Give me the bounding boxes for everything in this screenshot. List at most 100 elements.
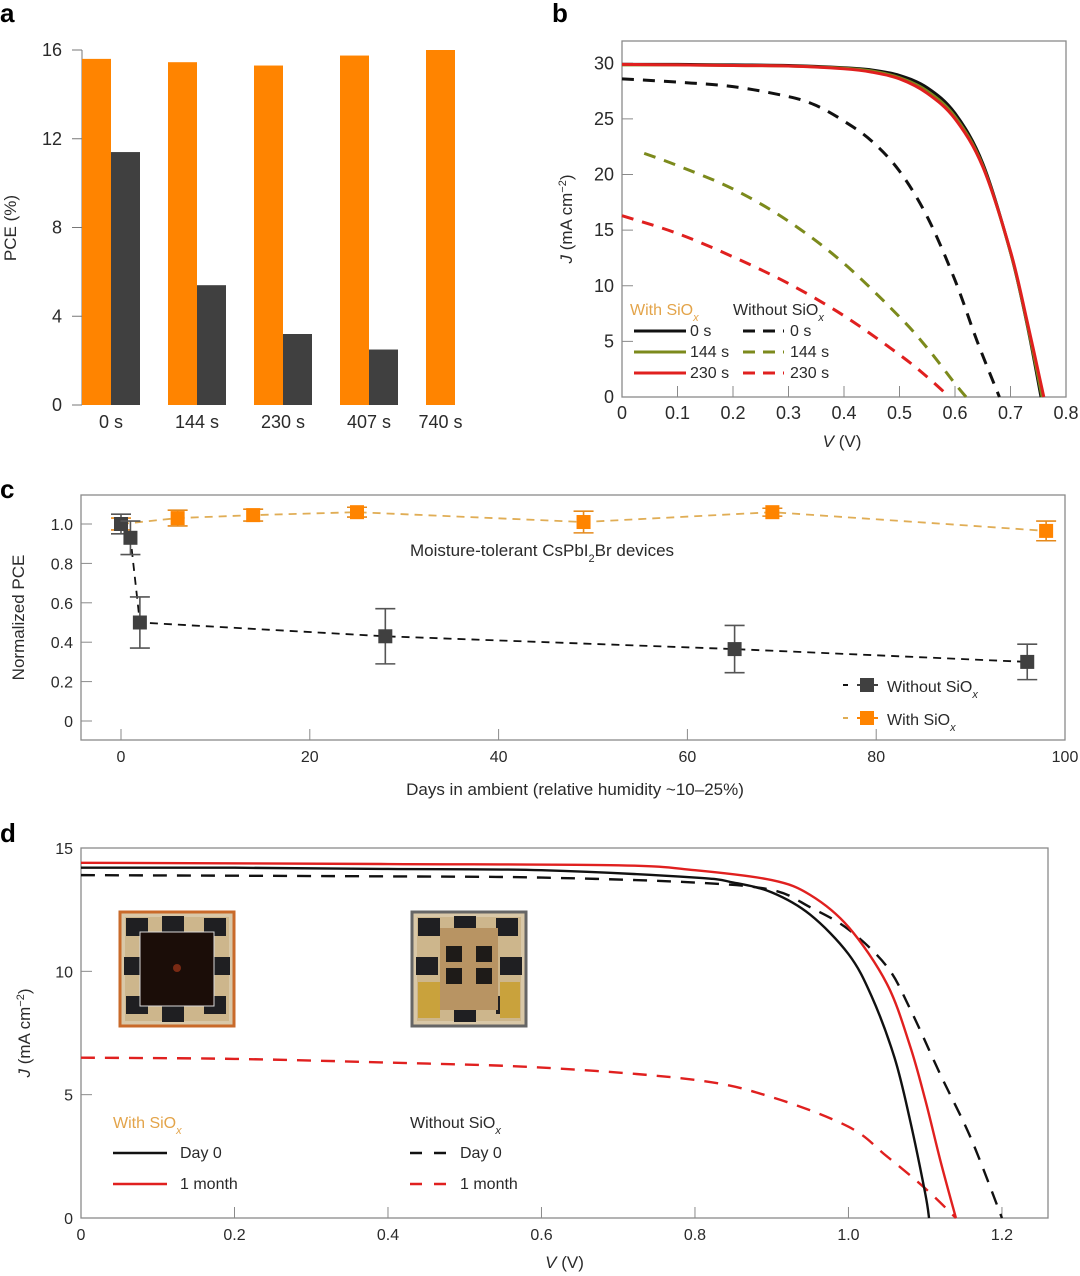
- x-tick-label: 230 s: [261, 412, 305, 432]
- bar-without-siox: [197, 285, 226, 405]
- data-point-with-siox: [170, 511, 185, 526]
- legend-title-sub: x: [817, 312, 824, 324]
- y-axis-title: J (mA cm−2): [557, 174, 576, 264]
- y-axis-title-sup: −2: [15, 994, 27, 1007]
- y-tick-label: 10: [594, 276, 614, 296]
- legend-label-text: Without SiO: [887, 679, 972, 696]
- data-point-with-siox: [1039, 523, 1054, 538]
- inset-contact-pad: [418, 918, 440, 936]
- y-tick-label: 15: [594, 220, 614, 240]
- y-axis-title-sup: −2: [557, 180, 569, 193]
- legend-label: 144 s: [690, 344, 729, 361]
- x-tick-label: 0 s: [99, 412, 123, 432]
- inset-cell: [446, 946, 462, 962]
- legend-title-sub: x: [494, 1125, 501, 1137]
- x-tick-label: 0.8: [1053, 403, 1078, 423]
- data-point-with-siox: [246, 508, 261, 523]
- x-axis-title-var: V: [823, 432, 836, 451]
- bar-with-siox: [340, 55, 369, 405]
- data-point-without-siox: [114, 517, 128, 531]
- x-tick-label: 0.4: [377, 1227, 399, 1244]
- legend-label-with-siox: With SiOx: [887, 712, 956, 734]
- legend-title-text: With SiO: [630, 302, 693, 319]
- panel-letter-a: a: [0, 0, 15, 28]
- x-tick-label: 80: [867, 749, 885, 766]
- legend-label: 1 month: [180, 1176, 238, 1193]
- device-photo-without-siox: [410, 910, 528, 1028]
- legend-label-without-siox: Without SiOx: [887, 679, 978, 701]
- bar-without-siox: [369, 349, 398, 405]
- annotation: Moisture-tolerant CsPbI2Br devices: [410, 541, 674, 565]
- y-tick-label: 20: [594, 165, 614, 185]
- x-tick-label: 0.4: [831, 403, 856, 423]
- y-axis-title-unit: (mA cm: [15, 1007, 34, 1069]
- legend-title-text: Without SiO: [410, 1115, 495, 1132]
- legend-marker-without-siox: [860, 678, 874, 692]
- legend-title-sub: x: [692, 312, 699, 324]
- y-tick-label: 5: [604, 331, 614, 351]
- x-tick-label: 100: [1052, 749, 1079, 766]
- x-axis-title-var: V: [545, 1253, 558, 1272]
- x-tick-label: 1.0: [837, 1227, 859, 1244]
- data-point-with-siox: [576, 515, 591, 530]
- x-axis-title-unit: (V): [556, 1253, 583, 1272]
- legend-label: 0 s: [690, 323, 711, 340]
- curve-without-siox-0-s: [621, 77, 1001, 398]
- inset-contact-pad: [416, 957, 438, 975]
- data-point-without-siox: [132, 615, 147, 630]
- x-tick-label: 1.2: [991, 1227, 1013, 1244]
- x-tick-label: 0.2: [720, 403, 745, 423]
- x-tick-label: 20: [301, 749, 319, 766]
- legend-label: 0 s: [790, 323, 811, 340]
- y-tick-label: 0: [64, 714, 73, 731]
- curve-without-siox-144-s: [643, 151, 968, 398]
- y-tick-label: 16: [42, 40, 62, 60]
- legend-title-without-siox: Without SiOx: [733, 302, 824, 324]
- x-tick-label: 0.6: [942, 403, 967, 423]
- y-tick-label: 0.4: [51, 635, 73, 652]
- x-tick-label: 0.5: [887, 403, 912, 423]
- y-tick-label: 30: [594, 53, 614, 73]
- legend-title-text: With SiO: [113, 1115, 176, 1132]
- data-point-without-siox: [378, 629, 393, 644]
- x-tick-label: 740 s: [418, 412, 462, 432]
- legend-label: 230 s: [790, 365, 829, 382]
- inset-cell: [476, 968, 492, 984]
- panel-letter-b: b: [552, 0, 568, 28]
- annotation-main: Moisture-tolerant CsPbI: [410, 541, 589, 560]
- y-axis-title-var: J: [557, 255, 576, 265]
- legend-label: Day 0: [460, 1145, 502, 1162]
- y-tick-label: 0: [64, 1211, 73, 1228]
- panel-a-bar-chart: 0 4 8 12 16 PCE (%) 0 s 144 s 230 s 407 s 740 s: [1, 40, 463, 432]
- y-tick-label: 8: [52, 218, 62, 238]
- x-tick-label: 0.3: [776, 403, 801, 423]
- x-axis-title: V (V): [823, 432, 862, 451]
- legend-marker-with-siox: [860, 711, 874, 725]
- data-point-without-siox: [727, 642, 742, 657]
- y-axis-title-unit: (mA cm: [557, 193, 576, 255]
- x-tick-label: 0.7: [998, 403, 1023, 423]
- legend-label: 230 s: [690, 365, 729, 382]
- legend-label-sub: x: [949, 722, 956, 734]
- y-tick-label: 15: [55, 841, 73, 858]
- data-point-with-siox: [350, 505, 364, 520]
- data-point-without-siox: [123, 530, 138, 545]
- y-tick-label: 0: [604, 387, 614, 407]
- x-axis-title: Days in ambient (relative humidity ~10–2…: [406, 780, 744, 799]
- inset-gold: [418, 982, 440, 1018]
- inset-cell: [446, 968, 462, 984]
- bar-with-siox: [168, 62, 197, 405]
- legend-label: 1 month: [460, 1176, 518, 1193]
- y-tick-label: 0.6: [51, 596, 73, 613]
- panel-letter-d: d: [0, 818, 16, 848]
- y-tick-label: 5: [64, 1088, 73, 1105]
- data-point-with-siox: [765, 505, 780, 520]
- panel-c-stability-chart: 0 20 40 60 80 100 0 0.2 0.4 0.6 0.8 1.0 Days in ambi…: [9, 494, 1079, 799]
- legend-label: 144 s: [790, 344, 829, 361]
- x-tick-label: 0.6: [530, 1227, 552, 1244]
- y-axis-title-close: ): [15, 988, 34, 994]
